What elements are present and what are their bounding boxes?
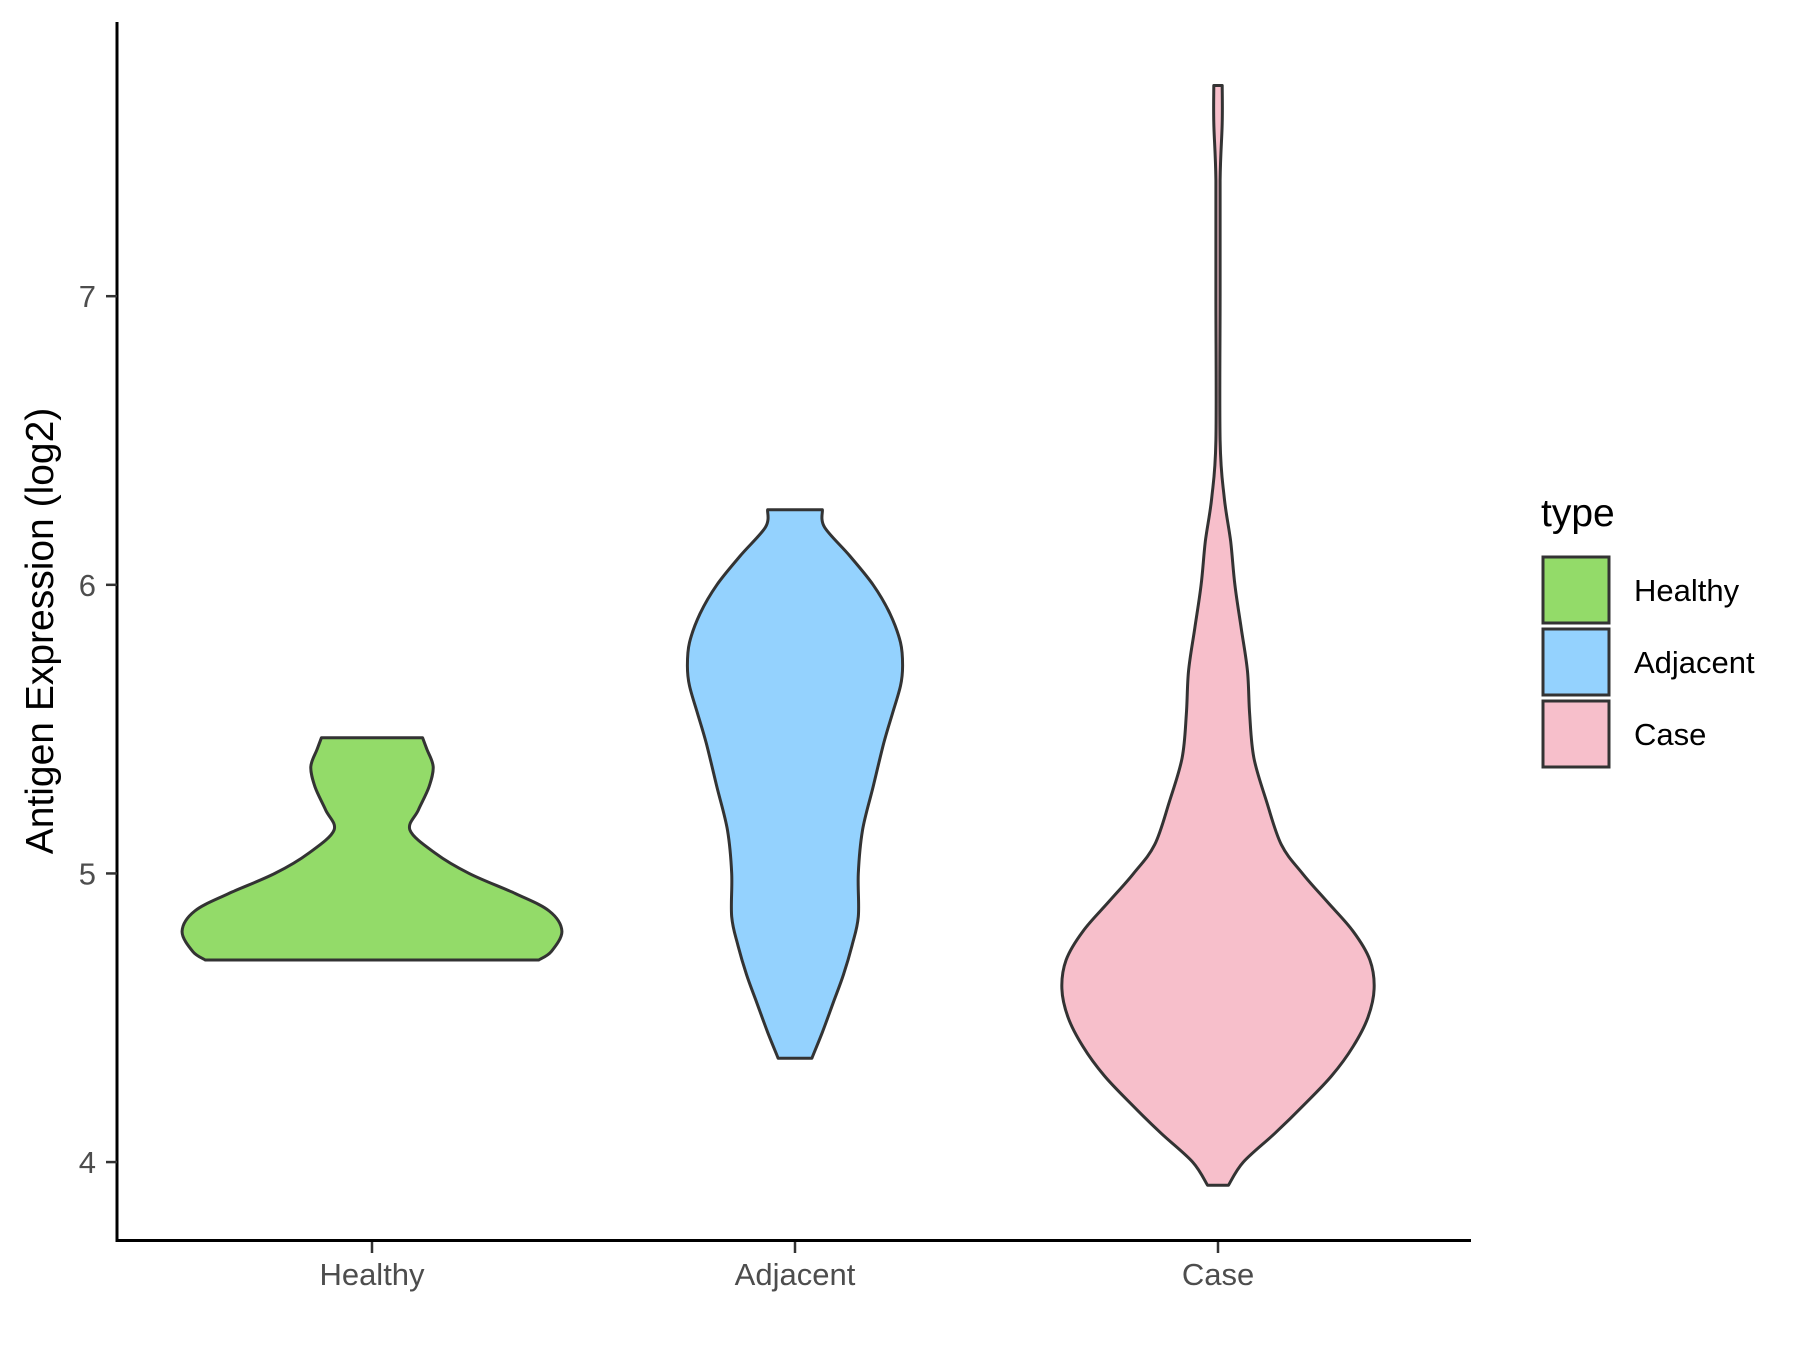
legend-key-adjacent — [1541, 627, 1611, 697]
y-tick-label: 5 — [79, 856, 96, 891]
y-axis-title: Antigen Expression (log2) — [19, 408, 62, 855]
legend-key-healthy — [1541, 555, 1611, 625]
x-tick-label: Healthy — [319, 1257, 425, 1292]
y-tick-label: 7 — [79, 279, 96, 314]
violin-adjacent — [685, 508, 905, 1060]
y-tick-label: 4 — [79, 1145, 96, 1180]
y-tick-label: 6 — [79, 568, 96, 603]
legend-key-case — [1541, 699, 1611, 769]
legend-label-healthy: Healthy — [1634, 573, 1740, 608]
violin-layer — [180, 84, 1376, 1187]
violin-case — [1060, 84, 1376, 1187]
x-tick-label: Case — [1182, 1257, 1254, 1292]
legend-items: Healthy Adjacent Case — [1541, 555, 1755, 769]
violin-healthy — [180, 736, 564, 962]
legend-label-adjacent: Adjacent — [1634, 645, 1755, 680]
legend: type Healthy Adjacent Case — [1541, 492, 1755, 769]
legend-label-case: Case — [1634, 717, 1706, 752]
legend-title: type — [1541, 492, 1615, 535]
x-tick-label: Adjacent — [735, 1257, 856, 1292]
x-axis-ticks: Healthy Adjacent Case — [319, 1242, 1254, 1292]
y-axis-ticks: 4 5 6 7 — [79, 279, 117, 1180]
